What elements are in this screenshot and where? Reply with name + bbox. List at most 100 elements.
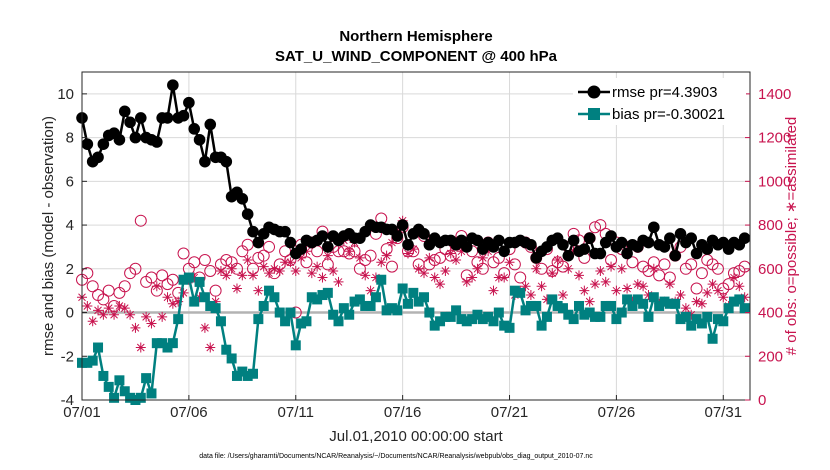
assimilated-obs-marker [525, 290, 536, 301]
rmse-point [316, 230, 329, 242]
bias-point [344, 309, 355, 320]
rmse-point [557, 238, 569, 251]
possible-obs-marker [263, 240, 276, 253]
left-tick-label: -2 [61, 348, 74, 365]
right-tick-label: 600 [758, 261, 783, 278]
bias-point [664, 298, 675, 309]
assimilated-obs-marker [119, 303, 130, 314]
assimilated-obs-marker [141, 311, 152, 322]
rmse-point [113, 133, 126, 146]
rmse-point [241, 208, 254, 220]
possible-obs-marker [695, 267, 708, 280]
right-tick-label: 800 [758, 217, 783, 234]
assimilated-obs-marker [557, 290, 568, 301]
possible-obs-marker [594, 219, 607, 232]
bias-point [242, 370, 253, 381]
bias-point [718, 316, 729, 327]
possible-obs-marker [685, 258, 698, 271]
assimilated-obs-marker [162, 292, 173, 303]
rmse-point [567, 234, 580, 247]
bias-point [616, 307, 627, 318]
bias-point [328, 309, 339, 320]
assimilated-obs-marker [199, 322, 210, 333]
assimilated-obs-marker [333, 276, 344, 287]
bias-point [493, 307, 504, 318]
left-axis-ticks: -4 -2 0 2 4 6 8 10 [57, 86, 87, 409]
left-tick-label: 2 [66, 261, 74, 278]
possible-obs-marker [722, 278, 735, 291]
assimilated-obs-marker [109, 309, 120, 320]
assimilated-obs-marker [632, 279, 643, 290]
rmse-point [396, 219, 409, 231]
bias-point [707, 333, 718, 344]
bias-point [600, 300, 611, 311]
possible-obs-marker [589, 221, 602, 234]
legend-box [573, 78, 746, 125]
bias-point [360, 300, 371, 311]
bias-point [178, 274, 189, 285]
bias-point [354, 294, 365, 305]
assimilated-obs-marker [386, 237, 397, 248]
rmse-point [252, 236, 265, 249]
assimilated-obs-marker [274, 265, 285, 276]
rmse-point [129, 131, 142, 144]
bias-point [248, 368, 259, 379]
plot-frame [81, 71, 751, 401]
rmse-point [594, 247, 607, 260]
possible-obs-marker [129, 262, 142, 275]
assimilated-obs-marker [82, 300, 93, 311]
assimilated-obs-marker [173, 296, 184, 307]
rmse-point [562, 249, 575, 262]
assimilated-obs-marker [135, 342, 146, 353]
bias-point [552, 300, 563, 311]
bias-point [370, 292, 381, 303]
bias-point [402, 298, 413, 309]
x-tick-label: 07/26 [598, 404, 636, 421]
possible-obs-marker [156, 269, 169, 282]
bias-point [504, 322, 515, 333]
bias-point [440, 311, 451, 322]
possible-obs-marker [86, 280, 99, 293]
possible-obs-marker [690, 282, 703, 295]
right-axis-label: # of obs: o=possible; ∗=assimilated [783, 117, 800, 356]
left-tick-label: -4 [61, 392, 74, 409]
rmse-point [418, 228, 430, 240]
assimilated-obs-marker [253, 285, 264, 296]
assimilated-obs-marker [552, 255, 563, 266]
x-axis-label: Jul.01,2010 00:00:00 start [329, 428, 503, 445]
right-tick-label: 0 [758, 392, 766, 409]
assimilated-obs-marker [296, 252, 307, 263]
rmse-point [493, 234, 505, 247]
bias-point [611, 314, 622, 325]
rmse-point [525, 238, 537, 251]
assimilated-obs-marker [215, 265, 226, 276]
bias-point [253, 314, 264, 325]
bias-point [696, 318, 707, 329]
x-tick-label: 07/01 [63, 404, 101, 421]
bias-point [563, 309, 574, 320]
assimilated-obs-marker [258, 261, 269, 272]
assimilated-obs-marker [269, 263, 280, 274]
bias-series [77, 272, 750, 405]
assimilated-obs-marker [248, 270, 259, 281]
possible-obs-marker [257, 249, 270, 262]
bias-point [557, 303, 568, 314]
bias-point [386, 303, 397, 314]
assimilated-obs-marker [264, 268, 275, 279]
assimilated-obs-marker [365, 285, 376, 296]
bias-point [702, 311, 713, 322]
assimilated-obs-marker [312, 261, 323, 272]
bias-point [739, 303, 750, 314]
assimilated-obs-marker [622, 283, 633, 294]
right-tick-label: 1200 [758, 130, 791, 147]
bias-point [237, 366, 248, 377]
assimilated-obs-marker [429, 272, 440, 283]
assimilated-obs-marker [408, 244, 419, 255]
assimilated-obs-marker [237, 270, 248, 281]
bias-point [317, 290, 328, 301]
legend-bias-label: bias pr=-0.30021 [612, 106, 725, 123]
assimilated-obs-marker [606, 261, 617, 272]
x-tick-label: 07/16 [384, 404, 422, 421]
possible-obs-marker [353, 262, 366, 275]
assimilated-obs-marker [194, 292, 205, 303]
